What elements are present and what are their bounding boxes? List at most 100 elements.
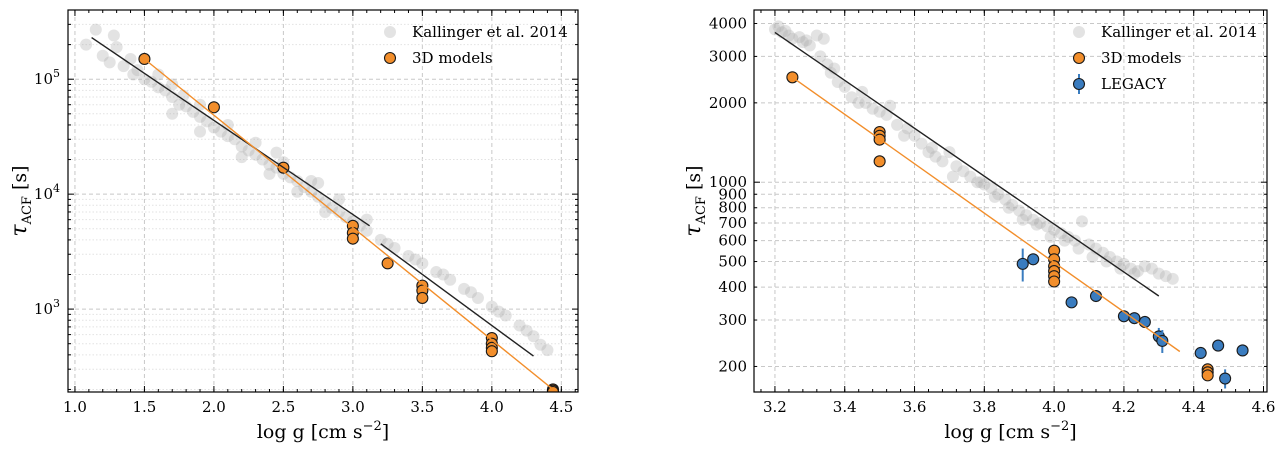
x-axis-label: log g [cm s−2] (944, 419, 1076, 443)
x-tick-label: 4.4 (1182, 398, 1206, 416)
legacy-point (1016, 257, 1029, 270)
fit-line (91, 37, 370, 227)
legacy-point (1138, 315, 1151, 329)
legend-label: 3D models (412, 49, 493, 67)
kallinger-point (964, 170, 977, 183)
kallinger-point (793, 31, 806, 44)
kallinger-point (908, 129, 921, 142)
y-tick-label: 104 (34, 182, 60, 203)
y-axis-label-unit: [s] (9, 165, 31, 196)
model-point (207, 101, 220, 114)
kallinger-point (332, 193, 345, 206)
kallinger-point (915, 137, 928, 150)
kallinger-point (1128, 267, 1141, 280)
kallinger-point (152, 68, 165, 81)
kallinger-point (534, 338, 547, 351)
x-tick-label: 4.2 (1112, 398, 1136, 416)
y-tick-exp: 3 (53, 297, 60, 310)
model-point (786, 71, 799, 84)
kallinger-point (221, 130, 234, 143)
y-axis-label: τACF [s] (681, 165, 709, 236)
kallinger-point (873, 105, 886, 118)
kallinger-point (207, 121, 220, 134)
kallinger-point (950, 160, 963, 173)
kallinger-point (381, 237, 394, 250)
y-tick-label: 1000 (709, 173, 747, 191)
kallinger-point (1131, 265, 1144, 278)
y-tick-label: 500 (718, 253, 747, 271)
kallinger-point (312, 177, 325, 190)
legend-marker-models (383, 51, 397, 65)
kallinger-point (929, 150, 942, 163)
kallinger-point (1117, 257, 1130, 270)
kallinger-point (319, 205, 332, 218)
y-tick-exp: 4 (53, 182, 60, 195)
x-tick-label: 3.5 (410, 398, 434, 416)
kallinger-point (527, 330, 540, 343)
y-tick-label: 103 (34, 297, 60, 318)
kallinger-point (235, 140, 248, 153)
legacy-point (1065, 296, 1078, 309)
y-tick-base: 10 (34, 300, 53, 318)
kallinger-point (374, 233, 387, 246)
kallinger-point (1138, 260, 1151, 273)
kallinger-point (988, 190, 1001, 203)
legend-marker-kallinger (1073, 26, 1085, 38)
kallinger-point (800, 34, 813, 47)
kallinger-point (145, 75, 158, 88)
fit-line (380, 243, 534, 357)
kallinger-point (235, 151, 248, 164)
kallinger-point (884, 99, 897, 112)
kallinger-point (214, 125, 227, 138)
kallinger-point (772, 20, 785, 33)
kallinger-point (866, 102, 879, 115)
y-tick-exp: 5 (53, 67, 60, 80)
kallinger-point (541, 344, 554, 357)
legacy-point (1027, 253, 1040, 266)
x-tick-label: 4.5 (549, 398, 573, 416)
x-tick-label: 4.0 (1042, 398, 1066, 416)
kallinger-point (891, 118, 904, 131)
y-axis-label: τACF [s] (7, 165, 35, 236)
kallinger-point (1083, 238, 1096, 251)
kallinger-point (360, 224, 373, 237)
kallinger-point (492, 305, 505, 318)
fit-line (791, 76, 1181, 353)
y-tick-label: 4000 (709, 14, 747, 32)
x-tick-label: 2.0 (202, 398, 226, 416)
kallinger-point (1076, 215, 1089, 228)
model-point (416, 291, 429, 305)
kallinger-point (782, 29, 795, 42)
kallinger-point (159, 84, 172, 97)
y-axis-label-tau: τ (681, 224, 706, 237)
kallinger-point (1044, 230, 1057, 243)
kallinger-point (1041, 220, 1054, 233)
kallinger-point (1002, 201, 1015, 214)
y-tick-label: 3000 (709, 47, 747, 65)
model-point (1048, 275, 1061, 288)
kallinger-point (1072, 242, 1085, 255)
legend: Kallinger et al. 2014 3D models (383, 23, 568, 67)
kallinger-point (166, 107, 179, 120)
kallinger-point (270, 146, 283, 159)
y-tick-label: 200 (718, 357, 747, 375)
y-axis-label-tau: τ (7, 224, 32, 237)
y-tick-label: 400 (718, 278, 747, 296)
x-axis-label-sup: −2 (1050, 419, 1069, 434)
kallinger-point (831, 75, 844, 88)
kallinger-point (107, 29, 120, 42)
legacy-point (1212, 339, 1225, 352)
kallinger-point (1030, 218, 1043, 231)
chart-right: 3.2 3.4 3.6 3.8 4.0 4.2 4.4 4.6 200 300 400 500 6007… (681, 9, 1276, 443)
kallinger-point (1086, 251, 1099, 264)
kallinger-point (1016, 213, 1029, 226)
y-tick-label: 600 (718, 232, 747, 250)
kallinger-point (89, 23, 102, 36)
x-tick-label: 4.6 (1252, 398, 1276, 416)
model-point (1201, 369, 1214, 382)
plot-area (768, 20, 1249, 389)
kallinger-point (946, 170, 959, 183)
legacy-point (1236, 344, 1249, 357)
axes-frame (753, 9, 1268, 393)
